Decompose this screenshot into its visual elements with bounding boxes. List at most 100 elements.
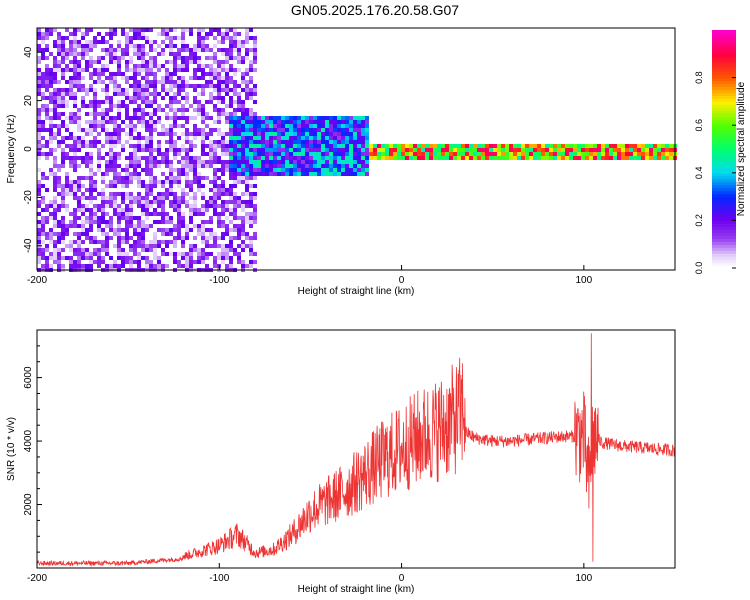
heatmap-cell [93, 204, 97, 208]
heatmap-cell [61, 68, 65, 72]
heatmap-cell [49, 256, 53, 260]
colorbar-segment [712, 53, 736, 58]
heatmap-cell [113, 92, 117, 96]
heatmap-cell [169, 136, 173, 140]
heatmap-cell [49, 124, 53, 128]
heatmap-cell [161, 80, 165, 84]
heatmap-cell [249, 244, 253, 248]
heatmap-cell [233, 200, 237, 204]
heatmap-cell [117, 208, 121, 212]
heatmap-cell [125, 92, 129, 96]
heatmap-cell [269, 120, 273, 124]
heatmap-cell [41, 224, 45, 228]
heatmap-cell [85, 112, 89, 116]
heatmap-cell [141, 248, 145, 252]
heatmap-cell [337, 172, 341, 176]
heatmap-cell [105, 160, 109, 164]
heatmap-cell [229, 124, 233, 128]
heatmap-cell [141, 92, 145, 96]
heatmap-cell [241, 224, 245, 228]
heatmap-cell [89, 88, 93, 92]
heatmap-cell [125, 208, 129, 212]
heatmap-cell [121, 216, 125, 220]
heatmap-cell [153, 40, 157, 44]
heatmap-cell [517, 156, 521, 160]
heatmap-cell [57, 180, 61, 184]
heatmap-cell [165, 216, 169, 220]
heatmap-cell [109, 116, 113, 120]
heatmap-cell [261, 120, 265, 124]
heatmap-cell [309, 148, 313, 152]
heatmap-cell [93, 108, 97, 112]
heatmap-cell [153, 180, 157, 184]
heatmap-cell [169, 180, 173, 184]
heatmap-cell [125, 176, 129, 180]
heatmap-cell [117, 252, 121, 256]
heatmap-cell [149, 60, 153, 64]
heatmap-cell [153, 84, 157, 88]
heatmap-cell [289, 128, 293, 132]
heatmap-cell [217, 140, 221, 144]
heatmap-cell [265, 164, 269, 168]
heatmap-cell [297, 140, 301, 144]
heatmap-cell [173, 132, 177, 136]
heatmap-cell [37, 212, 41, 216]
heatmap-cell [61, 92, 65, 96]
heatmap-cell [133, 64, 137, 68]
heatmap-cell [81, 184, 85, 188]
heatmap-cell [93, 92, 97, 96]
heatmap-cell [145, 260, 149, 264]
heatmap-cell [89, 224, 93, 228]
colorbar-segment [712, 71, 736, 76]
heatmap-cell [133, 96, 137, 100]
heatmap-cell [289, 164, 293, 168]
heatmap-cell [361, 144, 365, 148]
heatmap-cell [185, 80, 189, 84]
heatmap-cell [153, 240, 157, 244]
heatmap-x-tick-label: -200 [27, 275, 47, 286]
heatmap-cell [157, 180, 161, 184]
heatmap-cell [85, 144, 89, 148]
heatmap-cell [553, 144, 557, 148]
heatmap-cell [217, 72, 221, 76]
heatmap-cell [69, 68, 73, 72]
heatmap-cell [221, 260, 225, 264]
heatmap-cell [141, 196, 145, 200]
heatmap-cell [333, 128, 337, 132]
heatmap-cell [525, 152, 529, 156]
heatmap-cell [97, 132, 101, 136]
heatmap-cell [249, 160, 253, 164]
heatmap-cell [97, 152, 101, 156]
heatmap-cell [141, 60, 145, 64]
heatmap-cell [185, 128, 189, 132]
heatmap-cell [41, 184, 45, 188]
heatmap-cell [97, 148, 101, 152]
heatmap-cell [145, 208, 149, 212]
heatmap-cell [237, 196, 241, 200]
heatmap-cell [573, 148, 577, 152]
heatmap-cell [281, 156, 285, 160]
heatmap-cell [449, 144, 453, 148]
heatmap-cell [205, 240, 209, 244]
heatmap-cell [45, 44, 49, 48]
heatmap-cell [149, 116, 153, 120]
heatmap-cell [113, 244, 117, 248]
heatmap-cell [113, 124, 117, 128]
heatmap-cell [285, 128, 289, 132]
heatmap-cell [241, 180, 245, 184]
heatmap-cell [137, 200, 141, 204]
heatmap-cell [169, 128, 173, 132]
heatmap-cell [213, 144, 217, 148]
heatmap-cell [249, 260, 253, 264]
heatmap-cell [37, 144, 41, 148]
heatmap-cell [189, 228, 193, 232]
heatmap-cell [185, 264, 189, 268]
heatmap-cell [537, 152, 541, 156]
heatmap-cell [57, 164, 61, 168]
heatmap-cell [173, 92, 177, 96]
heatmap-cell [229, 244, 233, 248]
heatmap-cell [197, 248, 201, 252]
heatmap-cell [61, 148, 65, 152]
heatmap-cell [209, 152, 213, 156]
heatmap-cell [145, 184, 149, 188]
